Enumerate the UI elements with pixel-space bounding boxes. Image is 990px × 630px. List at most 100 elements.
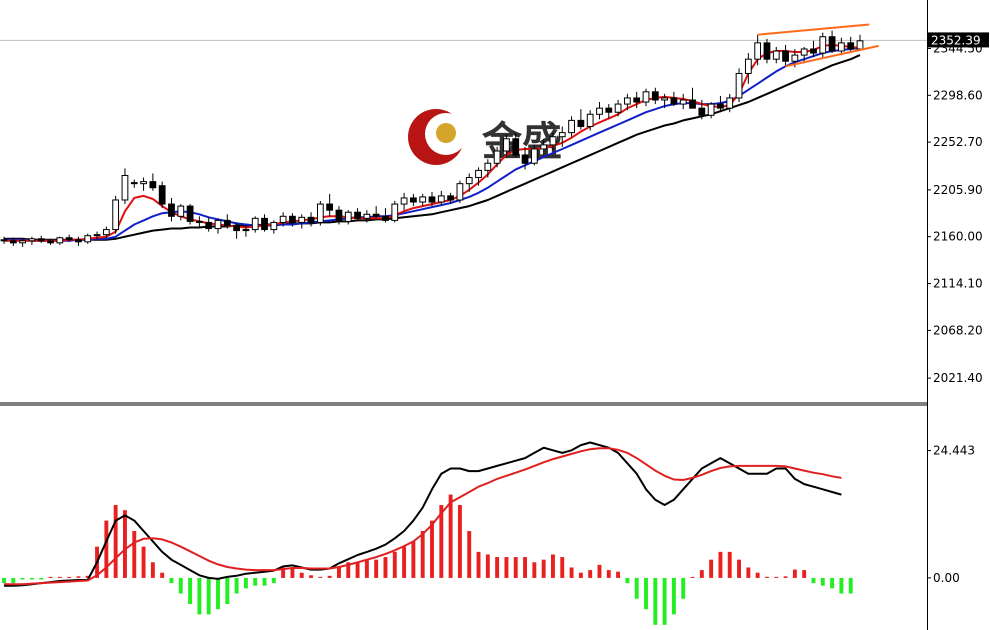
candle bbox=[391, 201, 399, 223]
candle-body bbox=[642, 91, 650, 103]
candle-body bbox=[307, 216, 315, 223]
candle-body bbox=[568, 119, 575, 134]
candle-body bbox=[270, 221, 278, 231]
candle-body bbox=[726, 97, 734, 109]
candle bbox=[289, 213, 296, 227]
histogram-bar bbox=[644, 577, 648, 610]
price-tick-label: 2298.60 bbox=[933, 88, 983, 102]
candle-body bbox=[121, 174, 129, 201]
candle-body bbox=[744, 58, 752, 74]
candle bbox=[558, 126, 566, 147]
price-tick-label: 2021.40 bbox=[933, 371, 983, 385]
candle-body bbox=[251, 217, 259, 231]
histogram-bar bbox=[811, 577, 816, 584]
candle-body bbox=[698, 107, 706, 116]
histogram-bar bbox=[457, 504, 462, 578]
candle bbox=[810, 40, 817, 58]
candle bbox=[9, 237, 17, 246]
candle-body bbox=[223, 219, 231, 226]
candle-body bbox=[289, 215, 296, 223]
candle-body bbox=[540, 144, 548, 150]
candle-body bbox=[214, 219, 222, 230]
candle-body bbox=[707, 103, 715, 116]
histogram-bar bbox=[85, 575, 90, 578]
candle bbox=[251, 216, 259, 233]
candle bbox=[596, 102, 603, 120]
candle bbox=[214, 218, 222, 234]
histogram-bar bbox=[281, 567, 286, 578]
candle bbox=[577, 109, 585, 130]
candle bbox=[0, 236, 8, 244]
histogram-bar bbox=[216, 577, 220, 610]
histogram-bar bbox=[588, 570, 593, 578]
histogram-bar bbox=[374, 559, 379, 578]
candle bbox=[270, 220, 278, 234]
histogram-bar bbox=[383, 557, 388, 578]
histogram-bar bbox=[327, 575, 332, 578]
candle bbox=[782, 44, 789, 66]
candle-body bbox=[456, 183, 464, 201]
candle-body bbox=[670, 97, 678, 105]
histogram-bar bbox=[262, 577, 267, 586]
candle bbox=[158, 181, 166, 209]
histogram-bar bbox=[653, 577, 658, 625]
candle bbox=[530, 144, 538, 166]
candle bbox=[819, 32, 827, 58]
histogram-bar bbox=[709, 559, 714, 578]
histogram-bar bbox=[309, 575, 313, 578]
macd-axis: 24.443 0.00 bbox=[927, 444, 975, 585]
candle bbox=[354, 208, 361, 221]
candle-body bbox=[242, 229, 250, 232]
price-tick-label: 2205.90 bbox=[933, 183, 983, 197]
candle-body bbox=[363, 213, 371, 219]
candle-body bbox=[158, 185, 166, 205]
histogram-bar bbox=[188, 577, 193, 604]
histogram-bar bbox=[616, 571, 621, 578]
histogram-bar bbox=[160, 572, 165, 578]
candle-body bbox=[763, 42, 771, 60]
candle-body bbox=[391, 203, 399, 221]
candle-body bbox=[344, 211, 352, 222]
candle-body bbox=[56, 237, 64, 244]
histogram-bar bbox=[597, 564, 602, 578]
histogram-bar bbox=[476, 551, 481, 578]
candle-body bbox=[28, 238, 36, 242]
candle bbox=[298, 214, 306, 229]
histogram-bar bbox=[774, 576, 779, 578]
candle bbox=[400, 192, 408, 211]
histogram-bar bbox=[523, 557, 527, 578]
candle bbox=[465, 173, 473, 192]
candle bbox=[735, 68, 743, 103]
candle-body bbox=[437, 195, 445, 203]
candle bbox=[614, 99, 622, 117]
candle-body bbox=[149, 181, 157, 189]
histogram-bar bbox=[2, 577, 6, 584]
candle bbox=[121, 168, 129, 205]
candle-body bbox=[279, 215, 287, 223]
candle bbox=[707, 102, 715, 119]
ma-slow-line bbox=[4, 54, 861, 241]
candle bbox=[102, 226, 110, 238]
histogram-bar bbox=[625, 577, 630, 584]
candle-body bbox=[828, 36, 836, 52]
histogram-bar bbox=[830, 577, 835, 589]
histogram-bar bbox=[802, 570, 807, 578]
histogram-bar bbox=[290, 567, 295, 578]
candle bbox=[93, 231, 101, 239]
histogram-bar bbox=[346, 562, 351, 578]
candle bbox=[475, 167, 482, 186]
candle-body bbox=[19, 240, 26, 244]
candle bbox=[521, 146, 529, 170]
candle-body bbox=[400, 197, 408, 205]
histogram-bar bbox=[20, 577, 25, 580]
candle bbox=[503, 134, 510, 158]
watermark-logo: 金盛 bbox=[408, 109, 562, 165]
histogram-bar bbox=[541, 559, 546, 578]
last-price-label: 2352.39 bbox=[931, 33, 981, 47]
candle-body bbox=[316, 203, 324, 223]
candle bbox=[316, 201, 324, 226]
candle bbox=[744, 53, 752, 84]
candle-body bbox=[624, 97, 631, 105]
candle bbox=[800, 46, 808, 64]
histogram-bar bbox=[513, 557, 518, 578]
